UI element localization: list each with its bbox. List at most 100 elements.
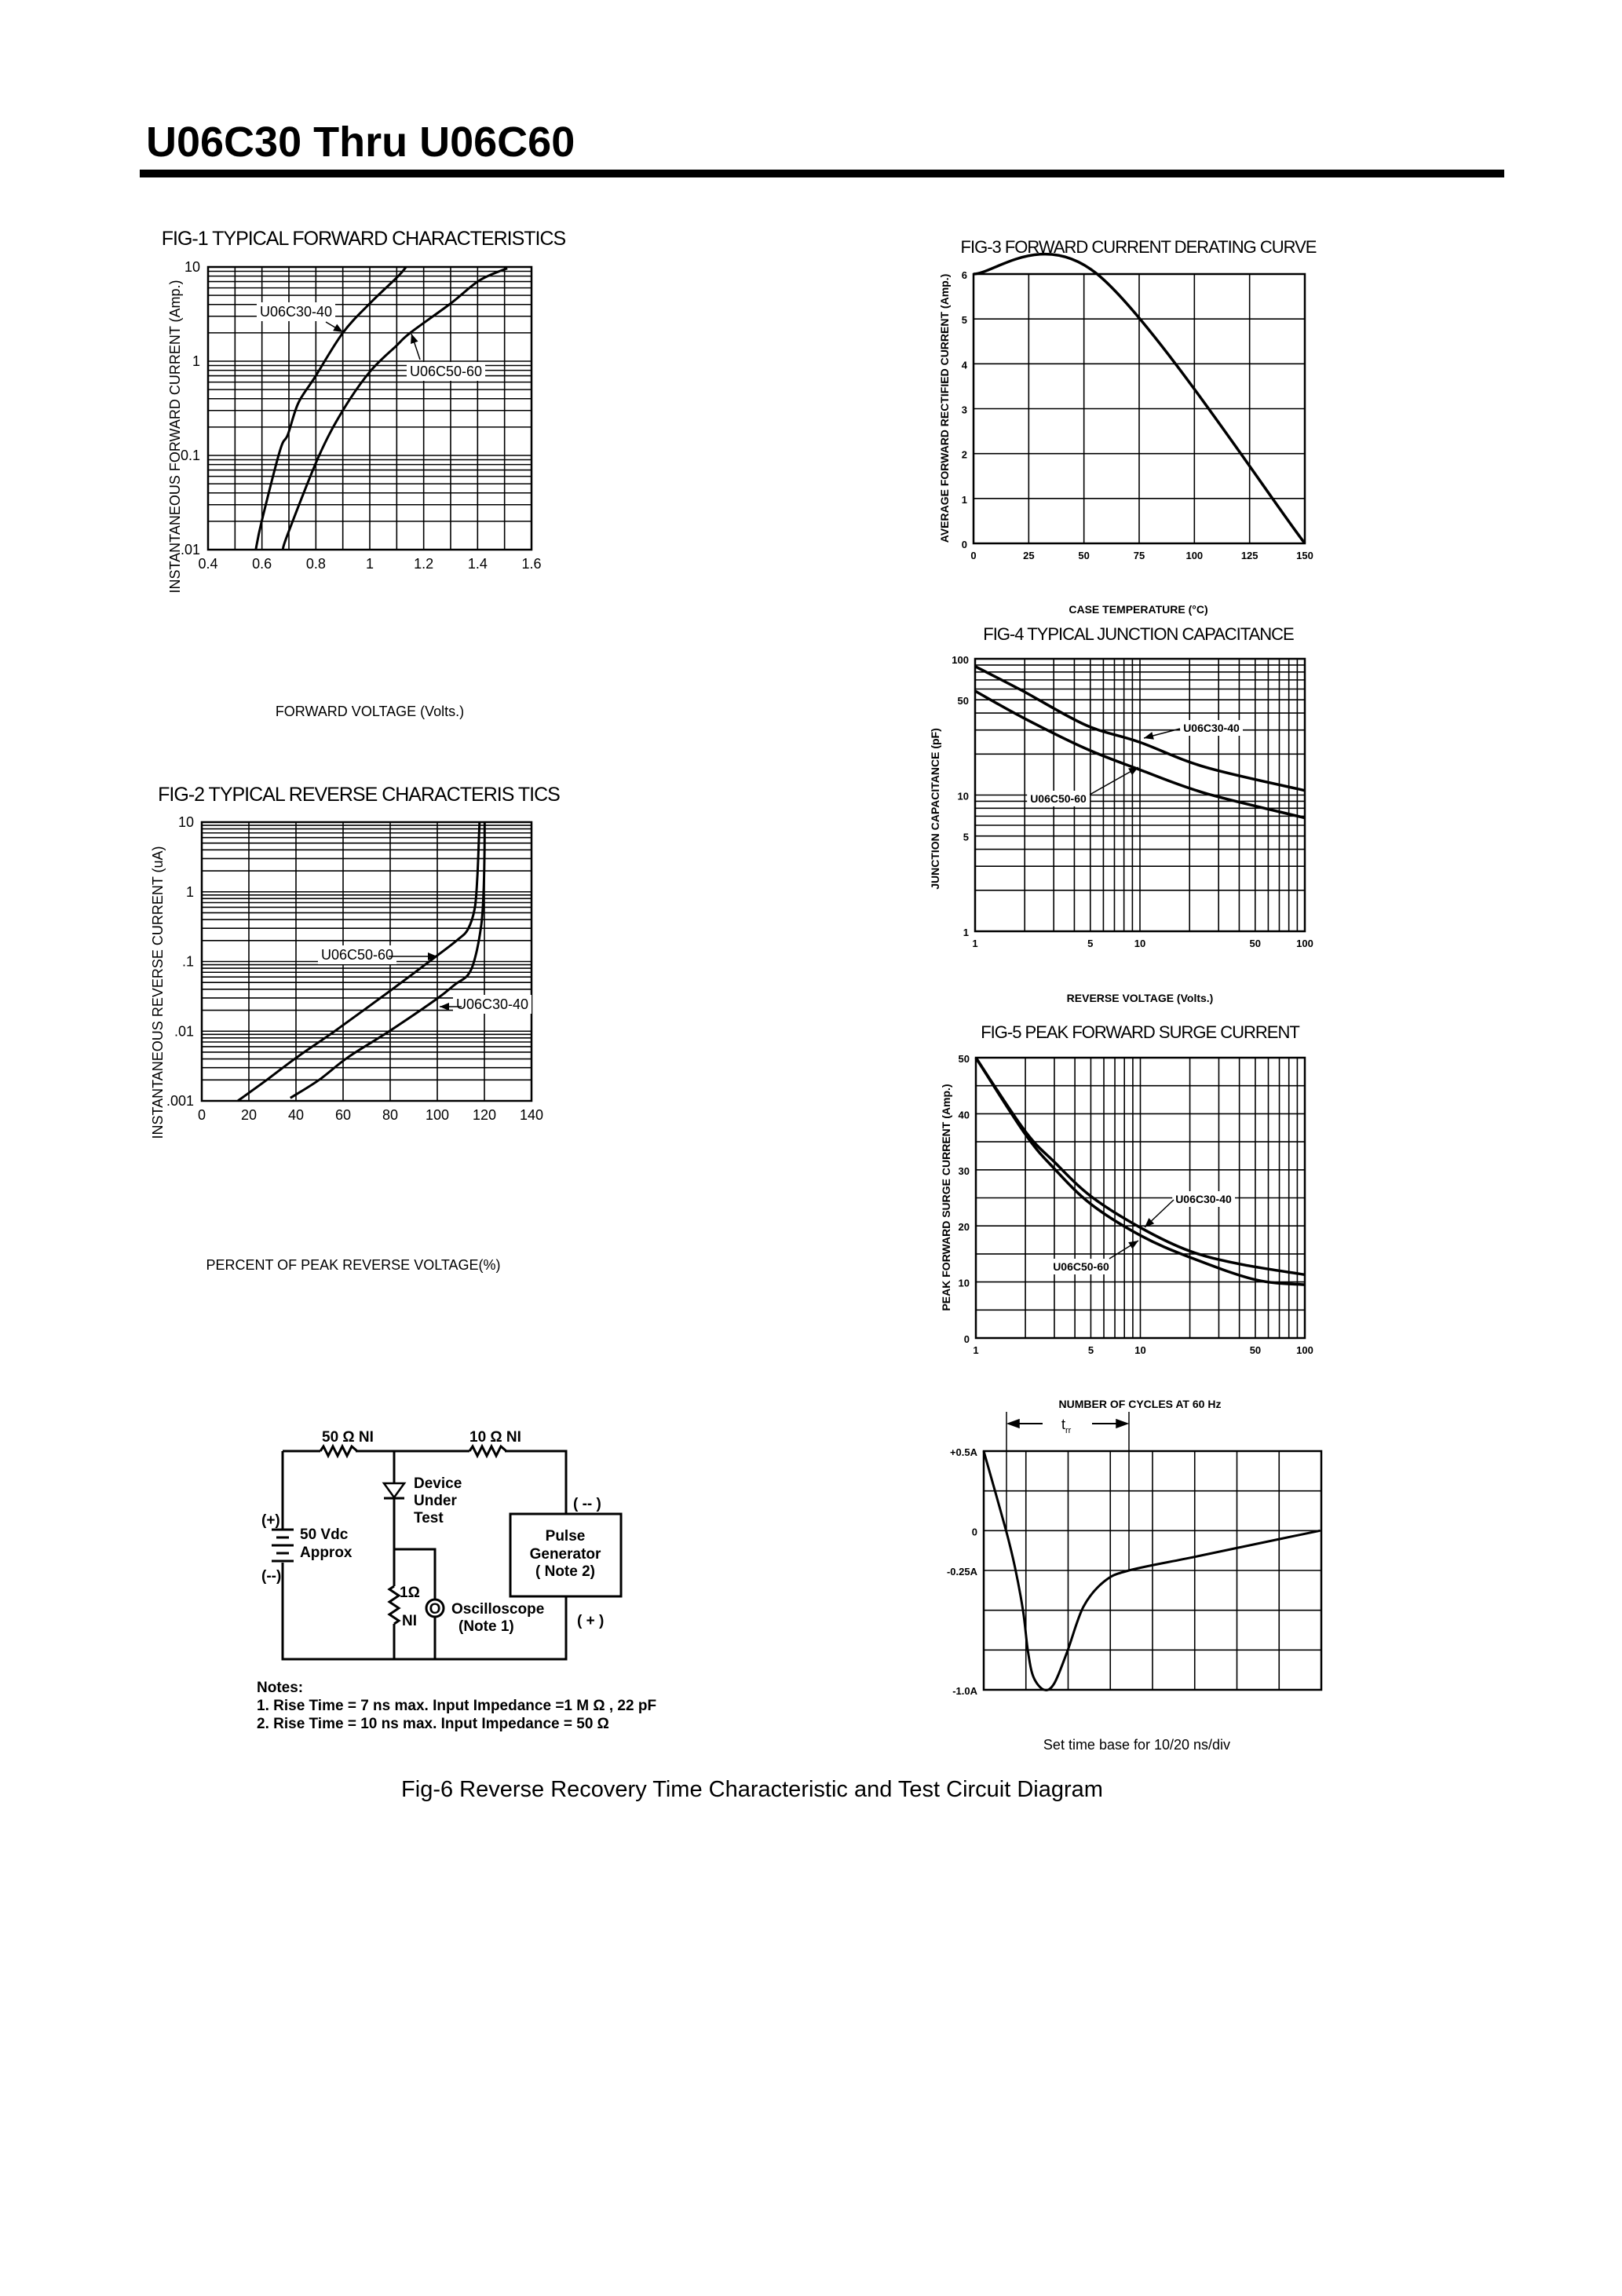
y-tick-label: .01 <box>181 542 200 558</box>
battery-line-2: Approx <box>300 1545 353 1561</box>
arrowhead-icon <box>1128 767 1138 776</box>
scope-line-2: (Note 1) <box>458 1618 514 1635</box>
y-tick-label: 0.1 <box>181 448 200 463</box>
y-tick-label: 2 <box>962 449 967 461</box>
x-tick-label: 0 <box>198 1107 206 1123</box>
x-tick-label: 5 <box>1087 938 1093 949</box>
series-label: U06C50-60 <box>1053 1260 1109 1273</box>
pulse-line-2: Generator <box>530 1546 601 1563</box>
series-label: U06C50-60 <box>321 947 393 963</box>
y-tick-label: .01 <box>174 1023 194 1039</box>
resistor-50-ohm-icon <box>319 1443 358 1459</box>
x-tick-label: 150 <box>1296 550 1313 561</box>
trr-label: trr <box>1061 1417 1072 1435</box>
series-label: U06C50-60 <box>1030 792 1087 805</box>
fig3-chart: FIG-3 FORWARD CURRENT DERATING CURVE CAS… <box>938 237 1317 616</box>
y-tick-label: -0.25A <box>947 1566 978 1578</box>
y-tick-label: 1 <box>963 927 969 938</box>
x-tick-label: 0.4 <box>198 556 217 572</box>
x-tick-label: 10 <box>1134 938 1145 949</box>
top-wire <box>283 1450 568 1514</box>
fig1-plot: 0.4 0.6 0.8 1 1.2 1.4 1.6 10 1 0.1 .01 U06C30-40 U06… <box>181 259 542 572</box>
x-tick-label: 1.6 <box>521 556 541 572</box>
series-label: U06C30-40 <box>1183 722 1240 734</box>
series-label: U06C30-40 <box>1175 1193 1232 1205</box>
fig3-xlabel: CASE TEMPERATURE (°C) <box>1069 603 1207 616</box>
y-tick-label: .1 <box>182 954 194 970</box>
x-tick-label: 100 <box>1185 550 1203 561</box>
notes-title: Notes: <box>257 1680 303 1696</box>
series-label: U06C30-40 <box>456 996 528 1012</box>
y-tick-label: 1 <box>192 353 200 369</box>
arrowhead-icon <box>440 1003 449 1011</box>
plot-frame <box>206 265 533 551</box>
x-tick-label: 5 <box>1088 1344 1094 1356</box>
x-tick-label: 1.2 <box>414 556 433 572</box>
x-tick-label: 80 <box>382 1107 398 1123</box>
arrowhead-icon <box>411 334 418 344</box>
fig1-title: FIG-1 TYPICAL FORWARD CHARACTERISTICS <box>162 228 566 250</box>
fig4-chart: FIG-4 TYPICAL JUNCTION CAPACITANCE REVER… <box>929 624 1313 1004</box>
arrowhead-right-icon <box>1116 1418 1130 1429</box>
y-tick-label: 40 <box>959 1109 970 1121</box>
pulse-line-1: Pulse <box>546 1528 586 1545</box>
arrowhead-icon <box>333 324 343 332</box>
fig5-title: FIG-5 PEAK FORWARD SURGE CURRENT <box>981 1022 1299 1042</box>
fig2-title: FIG-2 TYPICAL REVERSE CHARACTERIS TICS <box>158 784 560 806</box>
battery-icon <box>272 1528 294 1563</box>
x-tick-label: 125 <box>1241 550 1259 561</box>
y-tick-label: 6 <box>962 269 967 281</box>
x-tick-label: 0.8 <box>306 556 326 572</box>
dut-line-3: Test <box>414 1510 444 1526</box>
y-tick-label: 20 <box>959 1221 970 1233</box>
y-tick-label: 30 <box>959 1165 970 1177</box>
series-line-u06c50-60 <box>281 267 508 550</box>
y-tick-label: 5 <box>963 832 969 843</box>
fig1-chart: FIG-1 TYPICAL FORWARD CHARACTERISTICS FO… <box>162 228 567 719</box>
series-label-bg <box>1172 1191 1236 1207</box>
middle-wires <box>393 1451 437 1659</box>
fig4-title: FIG-4 TYPICAL JUNCTION CAPACITANCE <box>983 624 1294 644</box>
x-tick-label: 10 <box>1134 1344 1145 1356</box>
fig2-xlabel: PERCENT OF PEAK REVERSE VOLTAGE(%) <box>206 1257 500 1273</box>
y-tick-label: 10 <box>959 1278 970 1289</box>
x-tick-label: 120 <box>473 1107 496 1123</box>
series-line-u06c50-60 <box>974 689 1306 820</box>
series-line-u06c30-40 <box>254 266 407 550</box>
dut-line-1: Device <box>414 1475 462 1492</box>
x-tick-label: 1 <box>366 556 374 572</box>
x-tick-label: 50 <box>1078 550 1089 561</box>
note-1: 1. Rise Time = 7 ns max. Input Impedance… <box>257 1698 656 1714</box>
dut-line-2: Under <box>414 1493 458 1509</box>
x-tick-label: 1 <box>973 1344 978 1356</box>
series-line-u06c30-40 <box>290 821 486 1099</box>
plot-frame <box>200 821 533 1102</box>
arrowhead-left-icon <box>1006 1418 1020 1429</box>
y-tick-label: 10 <box>958 791 969 803</box>
pulse-generator-box <box>509 1512 623 1598</box>
arrowhead-icon <box>1145 1218 1155 1227</box>
test-circuit <box>272 1443 623 1661</box>
fig4-plot: 1 5 10 50 100 100 50 10 5 1 U06C30-40 U06C50-60 <box>952 654 1313 949</box>
y-tick-label: 0 <box>962 539 967 550</box>
r2-label: 10 Ω NI <box>469 1429 521 1446</box>
fig3-ylabel: AVERAGE FORWARD RECTIFIED CURRENT (Amp.) <box>938 274 951 543</box>
arrowhead-icon <box>428 952 437 960</box>
resistor-10-ohm-icon <box>468 1443 507 1459</box>
x-tick-label: 60 <box>335 1107 351 1123</box>
x-tick-label: 50 <box>1250 938 1261 949</box>
series-line-u06c30-40 <box>974 665 1306 792</box>
series-label: U06C30-40 <box>260 304 332 320</box>
diode-icon <box>382 1482 407 1500</box>
pulse-plus: ( + ) <box>577 1613 604 1629</box>
fig5-ylabel: PEAK FORWARD SURGE CURRENT (Amp.) <box>940 1084 952 1311</box>
x-tick-label: 20 <box>241 1107 257 1123</box>
fig3-plot: 0 25 50 75 100 125 150 6 5 4 3 2 1 0 <box>962 252 1313 561</box>
x-tick-label: 0 <box>970 550 976 561</box>
y-tick-label: 5 <box>962 314 967 326</box>
fig6-caption: Fig-6 Reverse Recovery Time Characterist… <box>401 1777 1103 1802</box>
left-bottom-wire <box>281 1451 568 1661</box>
battery-line-1: 50 Vdc <box>300 1526 349 1543</box>
fig1-xlabel: FORWARD VOLTAGE (Volts.) <box>276 704 464 719</box>
y-tick-label: 10 <box>184 259 200 275</box>
